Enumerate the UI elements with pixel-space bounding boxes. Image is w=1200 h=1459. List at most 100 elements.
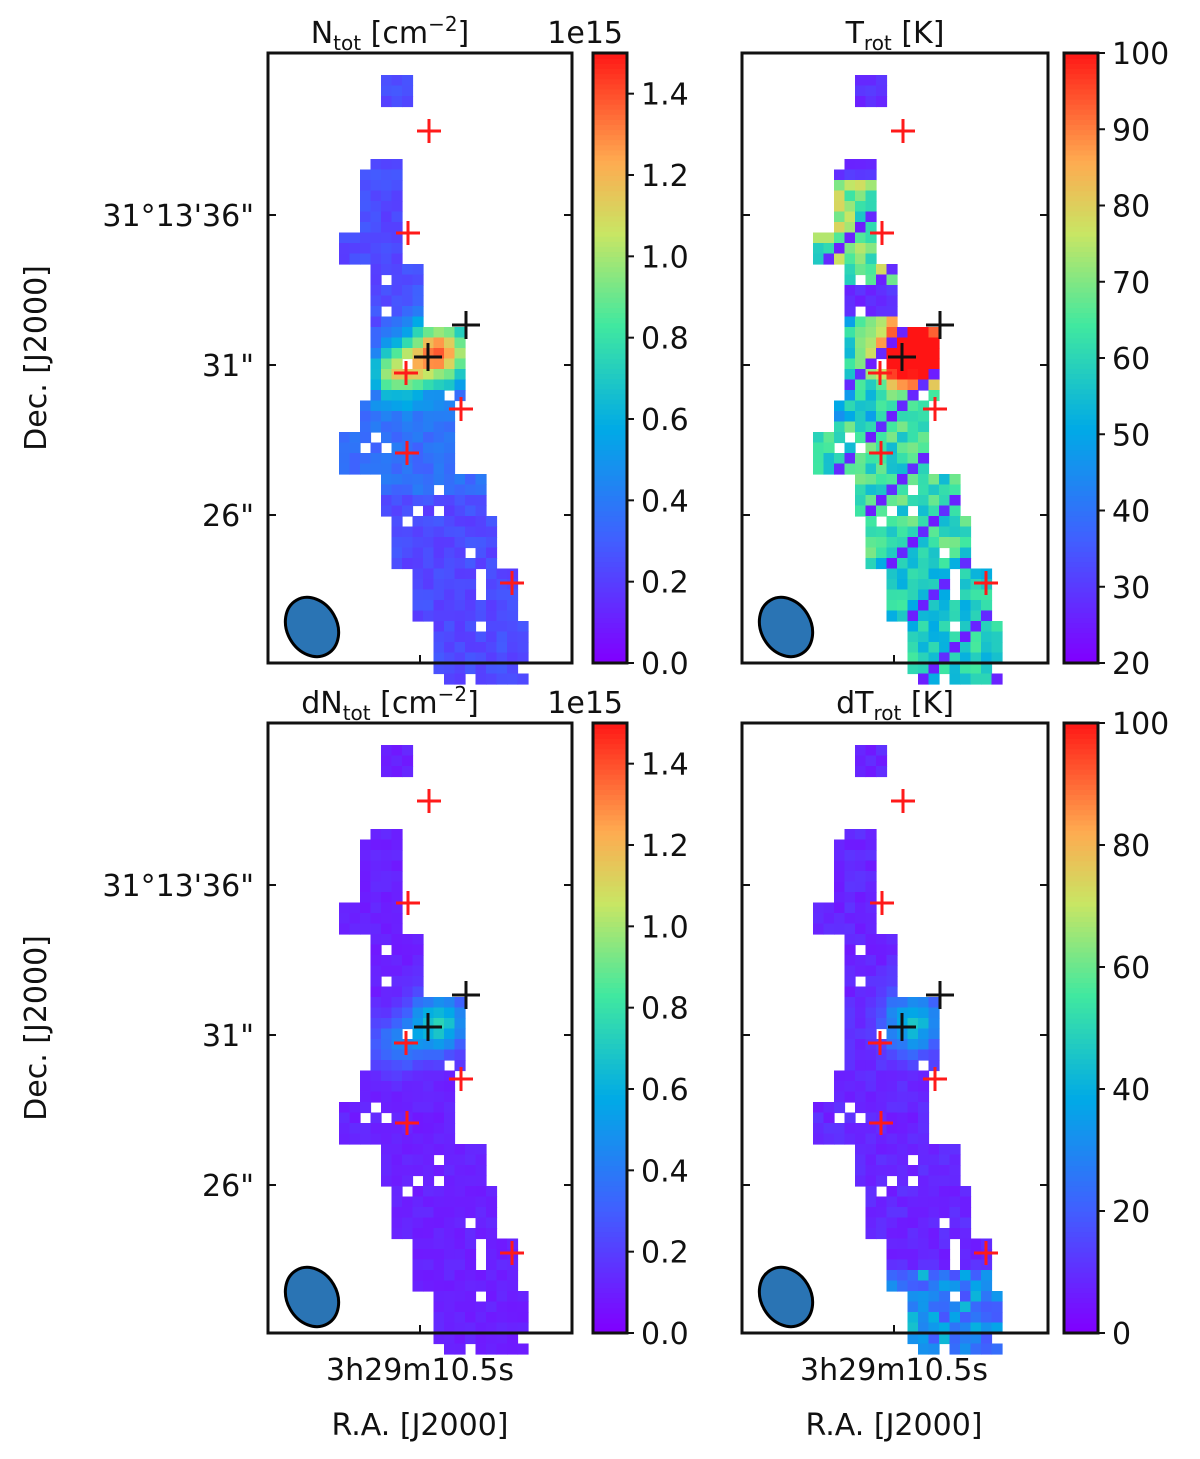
- map-pixel: [865, 484, 877, 496]
- map-pixel: [433, 1196, 445, 1208]
- map-pixel: [423, 421, 435, 433]
- map-pixel: [865, 274, 877, 286]
- beam-ellipse: [283, 1265, 341, 1329]
- map-pixel: [444, 1070, 456, 1082]
- map-pixel: [423, 1070, 435, 1082]
- map-pixel: [960, 1343, 972, 1355]
- map-pixel: [433, 1070, 445, 1082]
- map-pixel: [918, 1154, 930, 1166]
- map-pixel: [496, 631, 508, 643]
- y-axis-label: Dec. [J2000]: [19, 935, 54, 1121]
- map-pixel: [391, 495, 403, 507]
- map-pixel: [370, 264, 382, 276]
- map-pixel: [433, 421, 445, 433]
- map-pixel: [876, 327, 888, 339]
- map-pixel: [454, 1039, 466, 1051]
- map-pixel: [475, 516, 487, 528]
- map-pixel: [412, 316, 424, 328]
- colorbar-segment: [1064, 408, 1098, 415]
- map-pixel: [918, 1301, 930, 1313]
- red-cross-marker: [500, 1241, 524, 1265]
- map-pixel: [433, 1280, 445, 1292]
- colorbar-segment: [593, 58, 627, 64]
- map-pixel: [844, 358, 856, 370]
- map-pixel: [897, 1175, 909, 1187]
- colorbar-segment: [593, 541, 627, 547]
- map-pixel: [412, 1249, 424, 1261]
- map-pixel: [402, 526, 414, 538]
- map-pixel: [370, 295, 382, 307]
- map-pixel: [339, 432, 351, 444]
- map-pixel: [918, 432, 930, 444]
- map-pixel: [907, 589, 919, 601]
- map-pixel: [939, 1301, 951, 1313]
- colorbar-segment: [1064, 906, 1098, 912]
- map-pixel: [865, 390, 877, 402]
- colorbar-segment: [1064, 566, 1098, 573]
- map-pixel: [897, 537, 909, 549]
- map-pixel: [865, 1081, 877, 1093]
- map-pixel: [391, 211, 403, 223]
- map-pixel: [960, 526, 972, 538]
- map-pixel: [433, 1112, 445, 1124]
- map-pixel: [444, 547, 456, 559]
- colorbar-segment: [593, 88, 627, 95]
- colorbar-segment: [593, 190, 627, 197]
- map-pixel: [960, 1228, 972, 1240]
- colorbar-segment: [593, 1155, 627, 1161]
- colorbar-segment: [1064, 139, 1098, 146]
- map-pixel: [907, 327, 919, 339]
- map-pixel: [475, 1322, 487, 1334]
- map-pixel: [886, 558, 898, 570]
- map-pixel: [886, 1123, 898, 1135]
- map-pixel: [876, 1207, 888, 1219]
- colorbar-segment: [1064, 490, 1098, 497]
- map-pixel: [465, 1312, 477, 1324]
- map-pixel: [844, 965, 856, 977]
- colorbar-segment: [593, 546, 627, 552]
- map-pixel: [886, 453, 898, 465]
- map-pixel: [949, 663, 961, 675]
- map-pixel: [886, 944, 898, 956]
- colorbar-segment: [1064, 225, 1098, 232]
- colorbar-segment: [1064, 967, 1098, 973]
- colorbar-segment: [1064, 419, 1098, 425]
- map-pixel: [855, 997, 867, 1009]
- colorbar: 0.00.20.40.60.81.01.21.4: [591, 721, 689, 1352]
- map-pixel: [433, 1186, 445, 1198]
- colorbar-segment: [1064, 510, 1098, 517]
- colorbar-segment: [593, 982, 627, 989]
- map-pixel: [981, 589, 993, 601]
- map-pixel: [918, 421, 930, 433]
- map-pixel: [381, 1007, 393, 1019]
- colorbar-segment: [593, 1236, 627, 1243]
- map-pixel: [496, 1291, 508, 1303]
- map-pixel: [475, 474, 487, 486]
- map-pixel: [475, 526, 487, 538]
- map-pixel: [412, 327, 424, 339]
- colorbar-segment: [593, 1216, 627, 1222]
- colorbar-segment: [593, 951, 627, 958]
- map-pixel: [412, 589, 424, 601]
- map-pixel: [813, 1133, 825, 1145]
- map-pixel: [517, 621, 529, 633]
- map-pixel: [949, 558, 961, 570]
- colorbar-segment: [593, 1078, 627, 1085]
- map-pixel: [855, 745, 867, 757]
- map-pixel: [381, 829, 393, 841]
- map-pixel: [444, 1259, 456, 1271]
- map-pixel: [412, 442, 424, 454]
- map-pixel: [928, 547, 940, 559]
- map-pixel: [876, 96, 888, 108]
- map-pixel: [402, 965, 414, 977]
- map-pixel: [496, 600, 508, 612]
- map-pixel: [876, 1039, 888, 1051]
- map-pixel: [486, 1312, 498, 1324]
- map-pixel: [454, 1249, 466, 1261]
- colorbar-segment: [1064, 347, 1098, 354]
- colorbar-tick-label: 0.0: [641, 1317, 689, 1352]
- colorbar-segment: [593, 505, 627, 512]
- map-pixel: [865, 453, 877, 465]
- map-pixel: [897, 1070, 909, 1082]
- colorbar-segment: [593, 926, 627, 933]
